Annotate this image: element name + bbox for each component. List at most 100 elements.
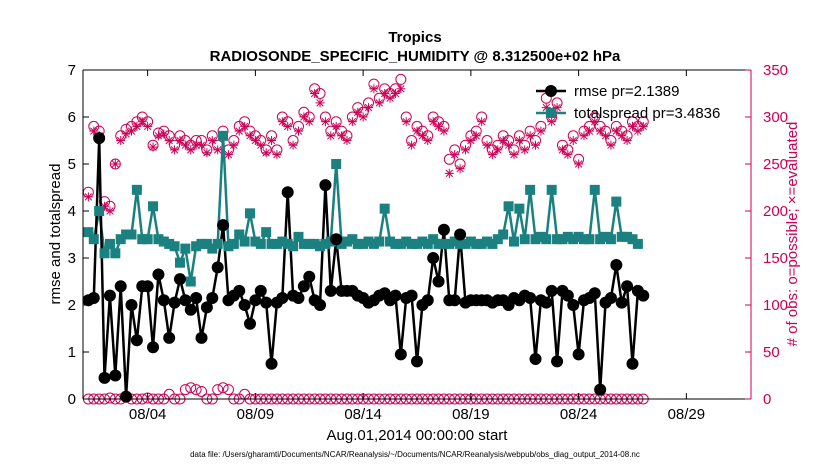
asterisk-stroke — [494, 146, 502, 154]
spread-point — [218, 130, 229, 141]
obs-possible_low-point — [212, 384, 224, 396]
rmse-point — [303, 270, 316, 283]
asterisk-stroke — [434, 122, 443, 131]
spread-point — [417, 236, 428, 247]
asterisk-stroke — [450, 150, 459, 159]
obs-possible_low-point — [179, 384, 191, 396]
rmse-point — [454, 228, 467, 241]
asterisk-stroke — [558, 146, 567, 154]
asterisk-stroke — [160, 130, 168, 138]
spread-point — [158, 236, 169, 247]
asterisk-stroke — [440, 127, 448, 135]
rmse-point — [249, 294, 262, 307]
obs-evaluated-point — [514, 136, 524, 145]
asterisk-stroke — [623, 136, 631, 145]
obs-evaluated-point — [83, 192, 93, 202]
asterisk-stroke — [305, 117, 313, 126]
asterisk-stroke — [181, 141, 190, 149]
spread-point — [196, 238, 207, 249]
rmse-point — [394, 348, 407, 361]
asterisk-stroke — [294, 127, 303, 135]
asterisk-stroke — [364, 103, 373, 112]
obs-evaluated-point — [261, 148, 271, 158]
asterisk-stroke — [332, 122, 340, 131]
series-layer — [82, 73, 650, 405]
spread-point — [535, 231, 546, 242]
asterisk-stroke — [192, 141, 200, 149]
y2-tick-label: 100 — [763, 297, 788, 314]
obs-evaluated-point — [547, 117, 557, 127]
spread-point — [131, 184, 142, 195]
spread-point — [245, 208, 255, 219]
spread-point — [379, 203, 390, 214]
obs-evaluated-point — [223, 150, 233, 160]
asterisk-stroke — [521, 146, 529, 154]
obs-evaluated-point — [504, 140, 514, 150]
spread-point — [363, 236, 374, 247]
obs-evaluated-point — [315, 98, 325, 108]
y2-tick-label: 250 — [763, 156, 788, 173]
axes-layer: 0 1 2 3 4 5 6 7 0 50 100 150 200 250 300 350 08/04 08/09 0… — [68, 62, 788, 423]
x-tick-label: 08/24 — [560, 406, 598, 423]
obs-evaluated-point — [267, 136, 277, 145]
spread-point — [401, 236, 412, 247]
x-tick-label: 08/19 — [452, 406, 490, 423]
spread-point — [552, 234, 563, 245]
obs-evaluated-point — [143, 121, 153, 131]
x-tick-label: 08/09 — [237, 406, 275, 423]
spread-point — [455, 238, 466, 249]
spread-point — [525, 184, 536, 195]
legend-rmse-label: rmse pr=2.1389 — [574, 83, 679, 100]
spread-point — [600, 231, 611, 242]
spread-point — [153, 234, 164, 245]
obs-evaluated-point — [531, 140, 541, 150]
obs-evaluated-point — [342, 136, 352, 145]
rmse-point — [103, 289, 116, 302]
rmse-point — [604, 291, 617, 304]
rmse-point — [588, 287, 601, 300]
asterisk-stroke — [257, 141, 265, 149]
spread-point — [228, 238, 239, 249]
asterisk-stroke — [596, 127, 604, 135]
y-tick-label: 2 — [68, 297, 76, 314]
spread-point — [605, 234, 616, 245]
obs-evaluated-point — [536, 126, 546, 136]
spread-point — [492, 234, 503, 245]
spread-point — [368, 238, 379, 249]
spread-point — [110, 248, 121, 259]
obs-evaluated-point — [213, 145, 223, 155]
rmse-point — [540, 296, 553, 309]
y2-tick-label: 150 — [763, 250, 788, 267]
spread-point — [584, 234, 595, 245]
asterisk-stroke — [591, 117, 599, 126]
rmse-point — [254, 284, 267, 297]
asterisk-stroke — [375, 99, 384, 107]
obs-evaluated-point — [159, 129, 169, 139]
spread-point — [347, 234, 358, 245]
rmse-point — [626, 357, 639, 370]
asterisk-stroke — [418, 132, 427, 140]
asterisk-stroke — [515, 136, 524, 145]
rmse-point — [238, 299, 251, 311]
asterisk-stroke — [601, 132, 610, 140]
obs-possible_low-point — [190, 384, 202, 396]
rmse-point — [319, 179, 332, 192]
y-tick-label: 1 — [68, 344, 76, 361]
spread-point — [137, 234, 148, 245]
asterisk-stroke — [316, 99, 324, 107]
asterisk-stroke — [321, 117, 330, 126]
obs-evaluated-point — [493, 145, 503, 155]
rmse-point — [184, 303, 197, 316]
spread-point — [433, 238, 444, 249]
asterisk-stroke — [165, 136, 173, 145]
asterisk-stroke — [407, 141, 416, 149]
y-tick-label: 0 — [68, 391, 76, 408]
asterisk-stroke — [510, 150, 518, 159]
chart-title: Tropics — [388, 29, 441, 46]
spread-point — [266, 238, 277, 249]
asterisk-stroke — [170, 146, 179, 154]
spread-point — [385, 236, 396, 247]
rmse-point — [411, 355, 423, 368]
asterisk-stroke — [289, 141, 297, 149]
